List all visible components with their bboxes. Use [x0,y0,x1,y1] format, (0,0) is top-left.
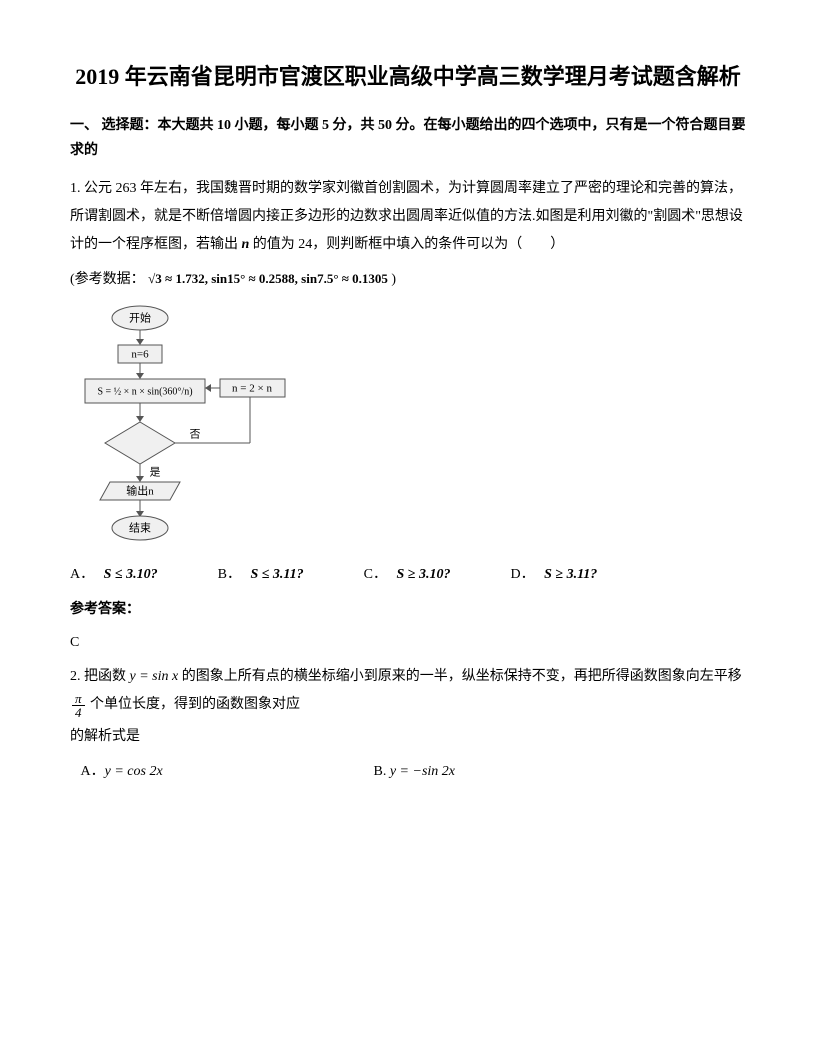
q2-text: 2. 把函数 y = sin x 的图象上所有点的横坐标缩小到原来的一半，纵坐标… [70,663,746,719]
q1-option-a: A． S ≤ 3.10? [70,562,158,587]
fc-calc: S = ½ × n × sin(360°/n) [97,386,192,397]
q2-mid1: 的图象上所有点的横坐标缩小到原来的一半，纵坐标保持不变，再把所得函数图象向左平移 [182,669,742,684]
flowchart-svg: 开始 n=6 S = ½ × n × sin(360°/n) 否 n = 2 ×… [80,303,340,543]
q2-opt-b-val: y = −sin 2x [390,764,455,779]
q2-after: 的解析式是 [70,723,746,751]
q1-text-after: 的值为 24，则判断框中填入的条件可以为（ ） [253,237,565,252]
q2-options: A．y = cos 2x B. y = −sin 2x [70,759,746,784]
q1-reference-data: (参考数据： √3 ≈ 1.732, sin15° ≈ 0.2588, sin7… [70,267,746,292]
q1-var-n: n [242,237,250,252]
refdata-open: (参考数据： [70,272,145,287]
section-heading: 一、 选择题：本大题共 10 小题，每小题 5 分，共 50 分。在每小题给出的… [70,113,746,163]
refdata-close: ) [391,272,396,287]
q1-answer: C [70,630,746,655]
fc-start: 开始 [129,310,151,324]
q1-option-d: D． S ≥ 3.11? [510,562,597,587]
page-title: 2019 年云南省昆明市官渡区职业高级中学高三数学理月考试题含解析 [70,60,746,93]
opt-label-a: A． [70,567,94,582]
q1-option-c: C． S ≥ 3.10? [364,562,451,587]
q2-before: 2. 把函数 [70,669,126,684]
frac-den: 4 [72,706,85,719]
opt-val-a: S ≤ 3.10? [104,567,158,582]
fc-init: n=6 [131,348,149,360]
q2-shift-frac: π 4 [72,692,85,719]
q1-flowchart: 开始 n=6 S = ½ × n × sin(360°/n) 否 n = 2 ×… [80,303,746,552]
refdata-formula: √3 ≈ 1.732, sin15° ≈ 0.2588, sin7.5° ≈ 0… [148,271,388,286]
fc-end: 结束 [129,521,151,534]
q2-option-b: B. y = −sin 2x [374,759,674,784]
q2-opt-a-val: y = cos 2x [105,764,163,779]
q2-func1: y = sin x [130,669,179,684]
frac-num: π [72,692,85,706]
fc-yes: 是 [150,465,161,478]
q1-options: A． S ≤ 3.10? B． S ≤ 3.11? C． S ≥ 3.10? D… [70,562,746,587]
q2-option-a: A．y = cos 2x [70,759,370,784]
opt-label-c: C． [364,567,387,582]
opt-label-b: B． [218,567,241,582]
opt-val-d: S ≥ 3.11? [544,567,597,582]
q2-mid2: 个单位长度，得到的函数图象对应 [90,697,300,712]
q1-text: 1. 公元 263 年左右，我国魏晋时期的数学家刘徽首创割圆术，为计算圆周率建立… [70,175,746,259]
q1-answer-label: 参考答案： [70,597,746,622]
fc-no: 否 [190,428,201,440]
fc-double: n = 2 × n [232,382,272,394]
opt-val-b: S ≤ 3.11? [250,567,303,582]
opt-val-c: S ≥ 3.10? [397,567,451,582]
fc-output: 输出n [126,483,154,497]
opt-label-d: D． [510,567,534,582]
q1-option-b: B． S ≤ 3.11? [218,562,304,587]
